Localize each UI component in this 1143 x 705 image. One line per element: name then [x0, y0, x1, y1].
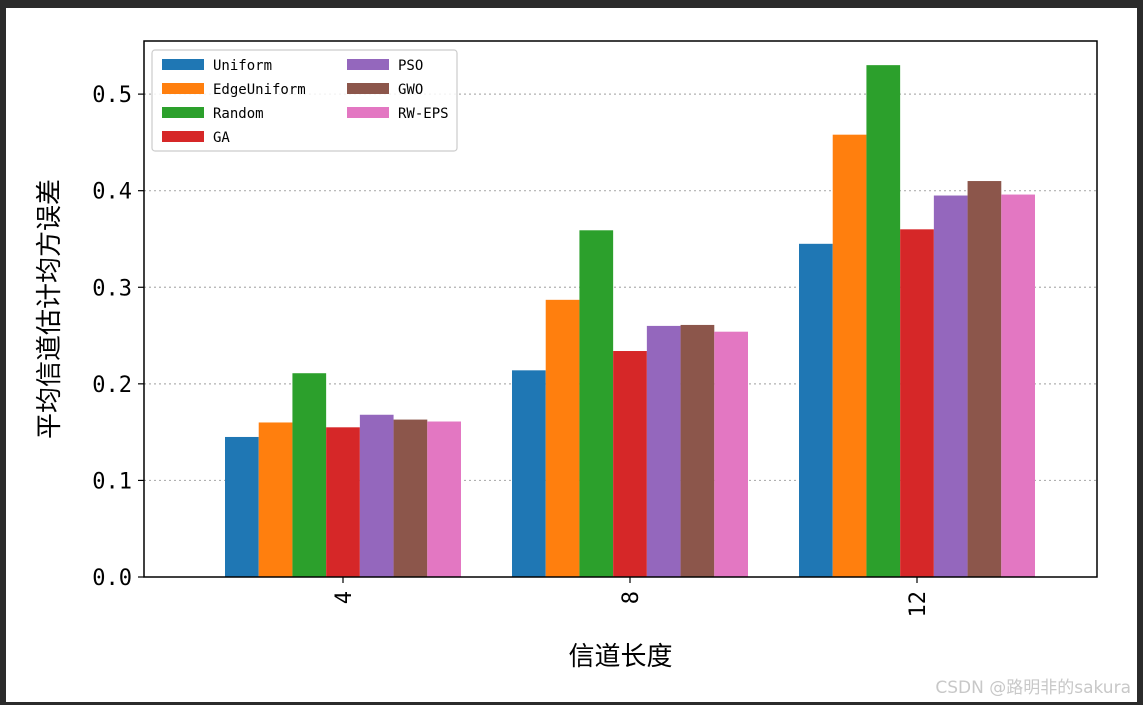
legend-swatch-random: [162, 107, 204, 118]
bar-ga-12: [900, 229, 934, 577]
legend-swatch-edgeuniform: [162, 83, 204, 94]
bar-random-8: [579, 230, 614, 577]
bar-uniform-12: [799, 243, 833, 578]
x-tick-label: 4: [332, 591, 357, 604]
bar-chart: 0.0 0.1 0.2 0.3 0.4 0.5 4 8 12 信道长度 平均信道估计均方误差 Unif…: [35, 40, 1098, 672]
legend-label-pso: PSO: [398, 58, 423, 74]
legend-label-rw-eps: RW-EPS: [398, 106, 449, 122]
bar-edgeuniform-8: [545, 299, 580, 577]
legend-swatch-rw-eps: [347, 107, 389, 118]
y-tick-label: 0.1: [92, 469, 132, 494]
y-axis-label: 平均信道估计均方误差: [35, 179, 65, 439]
legend-label-gwo: GWO: [398, 82, 423, 98]
y-tick-label: 0.4: [92, 180, 132, 205]
bar-rw-eps-8: [714, 331, 748, 577]
x-axis-label: 信道长度: [568, 642, 672, 672]
bar-random-4: [292, 373, 327, 577]
bar-ga-8: [613, 351, 647, 577]
bar-edgeuniform-4: [258, 422, 293, 577]
y-tick-label: 0.3: [92, 276, 132, 301]
legend-swatch-uniform: [162, 59, 204, 70]
legend-label-edgeuniform: EdgeUniform: [213, 82, 306, 98]
legend-swatch-pso: [347, 59, 389, 70]
watermark: CSDN @路明非的sakura: [935, 678, 1131, 698]
y-tick-label: 0.2: [92, 373, 132, 398]
legend-label-uniform: Uniform: [213, 58, 272, 74]
legend-swatch-ga: [162, 131, 204, 142]
bar-rw-eps-12: [1001, 194, 1035, 577]
bar-edgeuniform-12: [832, 134, 867, 578]
bar-gwo-8: [680, 324, 715, 577]
y-tick-label: 0.5: [92, 83, 132, 108]
legend-label-random: Random: [213, 106, 264, 122]
bar-gwo-4: [393, 419, 428, 577]
bar-ga-4: [326, 427, 360, 577]
x-tick-label: 12: [906, 591, 931, 618]
bar-random-12: [866, 65, 901, 577]
bar-uniform-8: [512, 370, 546, 577]
bar-uniform-4: [225, 436, 259, 577]
legend-box: [151, 49, 458, 152]
bar-gwo-12: [967, 181, 1002, 577]
bar-pso-8: [646, 325, 681, 577]
plot-frame: [143, 40, 1098, 578]
legend-swatch-gwo: [347, 83, 389, 94]
y-tick-label: 0.0: [92, 566, 132, 591]
x-tick-label: 8: [619, 591, 644, 604]
bar-pso-12: [933, 195, 968, 577]
chart-figure: 0.0 0.1 0.2 0.3 0.4 0.5 4 8 12 信道长度 平均信道估计均方误差 Unif…: [6, 8, 1137, 702]
bar-rw-eps-4: [427, 421, 461, 577]
legend-label-ga: GA: [213, 130, 230, 146]
bar-pso-4: [359, 414, 394, 577]
